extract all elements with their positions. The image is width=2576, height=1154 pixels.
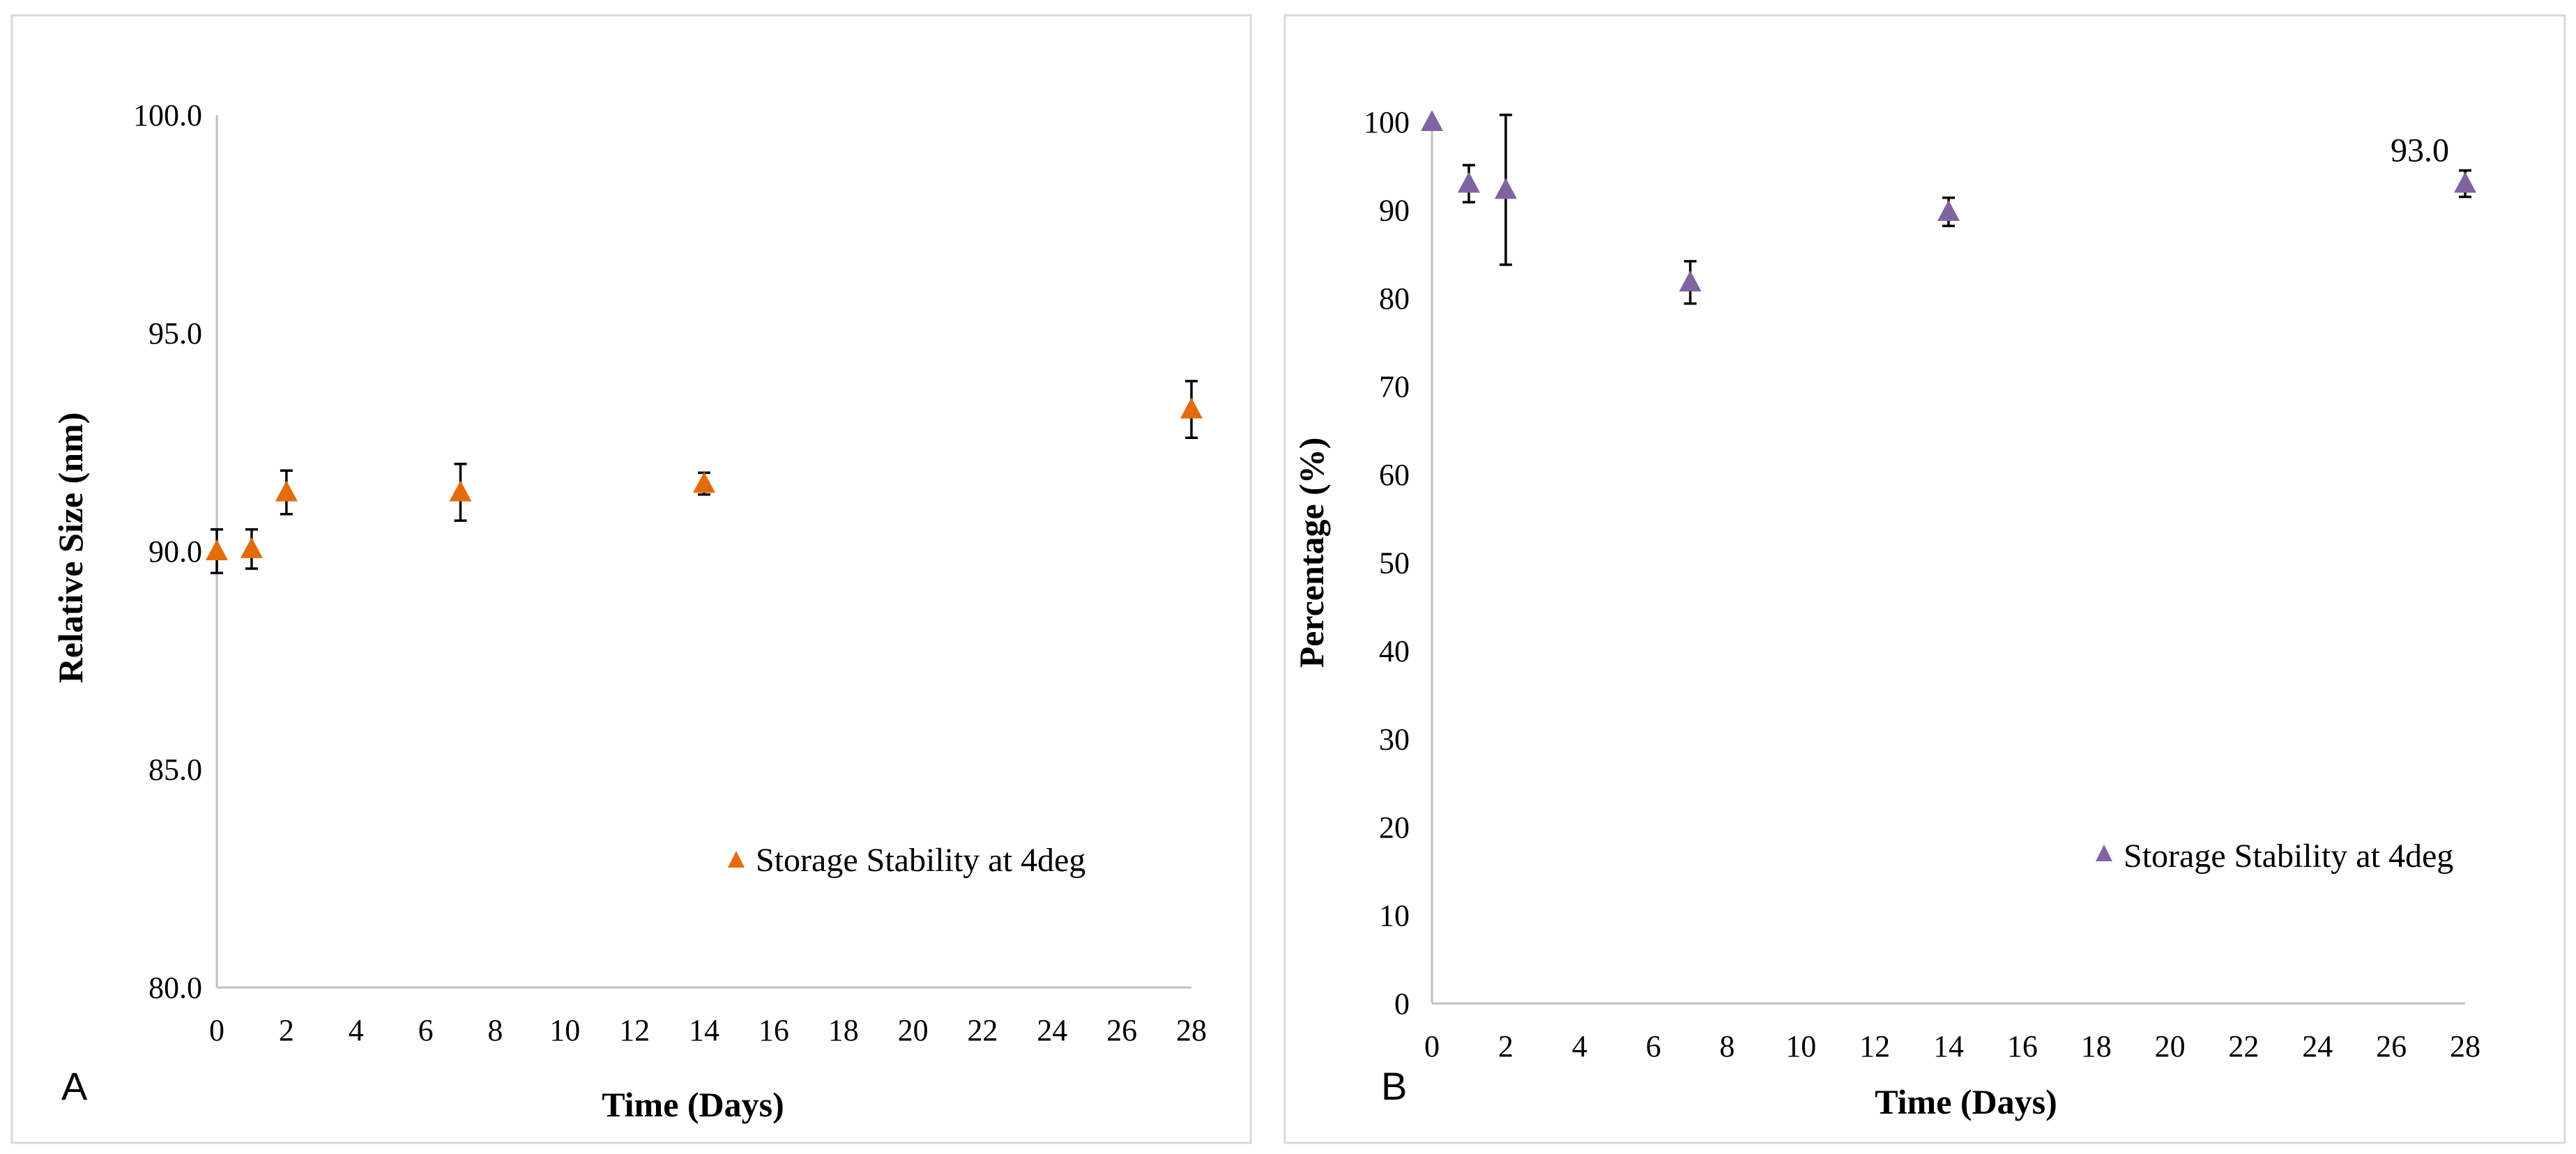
y-axis-label: Relative Size (nm) (51, 413, 90, 684)
x-tick-label: 2 (1498, 1029, 1514, 1063)
data-point (1494, 178, 1517, 199)
data-point (206, 539, 228, 560)
data-point (1937, 200, 1960, 222)
y-tick-label: 95.0 (148, 316, 202, 351)
panel-b-frame (1283, 14, 2566, 1144)
x-tick-label: 16 (759, 1013, 789, 1047)
panel-b-axes: 0 2 4 6 8 10 12 14 16 18 20 22 24 26 28010203040506070… (1364, 105, 2480, 1063)
x-axis-label: Time (Days) (602, 1085, 784, 1124)
legend: Storage Stability at 4deg (728, 842, 1085, 879)
x-tick-label: 28 (1176, 1013, 1207, 1047)
x-tick-label: 14 (689, 1013, 719, 1047)
y-tick-label: 90 (1379, 194, 1410, 228)
y-tick-label: 40 (1379, 634, 1410, 668)
x-tick-label: 26 (2376, 1029, 2407, 1063)
panel-b-points (1421, 110, 2476, 292)
panel-a: 0 2 4 6 8 10 12 14 16 18 20 22 24 26 2880.085.090.095.… (10, 14, 1252, 1144)
legend-marker (2096, 845, 2112, 861)
data-label: 93.0 (2391, 132, 2449, 169)
panel-a-axes: 0 2 4 6 8 10 12 14 16 18 20 22 24 26 2880.085.090.095.… (133, 98, 1207, 1047)
y-tick-label: 85.0 (148, 753, 202, 787)
y-tick-label: 90.0 (148, 534, 202, 569)
legend: Storage Stability at 4deg (2096, 838, 2453, 875)
y-tick-label: 100.0 (133, 98, 202, 132)
data-point (2454, 171, 2476, 193)
data-point (275, 480, 298, 502)
y-tick-label: 60 (1379, 458, 1410, 492)
data-point (1421, 110, 1443, 131)
y-tick-label: 100 (1364, 105, 1410, 139)
y-tick-label: 10 (1379, 899, 1410, 933)
y-tick-label: 80.0 (148, 971, 202, 1005)
y-tick-label: 50 (1379, 546, 1410, 580)
data-point (693, 471, 715, 493)
y-axis-label: Percentage (%) (1292, 438, 1331, 668)
x-tick-label: 20 (2155, 1029, 2186, 1063)
panel-b-letter: B (1381, 1064, 1407, 1108)
x-tick-label: 0 (1424, 1029, 1440, 1063)
x-tick-label: 4 (1572, 1029, 1587, 1063)
y-tick-label: 30 (1379, 723, 1410, 757)
data-point (1457, 171, 1480, 193)
x-tick-label: 24 (1037, 1013, 1067, 1047)
y-tick-label: 0 (1394, 987, 1410, 1021)
panel-b-annotations: 93.0 (2391, 132, 2449, 169)
x-tick-label: 10 (549, 1013, 580, 1047)
data-point (1180, 397, 1203, 419)
x-tick-label: 6 (418, 1013, 434, 1047)
y-tick-label: 80 (1379, 282, 1410, 316)
y-tick-label: 70 (1379, 370, 1410, 404)
x-tick-label: 0 (209, 1013, 224, 1047)
panel-b: 0 2 4 6 8 10 12 14 16 18 20 22 24 26 28010203040506070… (1283, 14, 2566, 1144)
data-point (1679, 270, 1702, 292)
x-tick-label: 24 (2302, 1029, 2333, 1063)
x-tick-label: 20 (898, 1013, 929, 1047)
x-tick-label: 28 (2450, 1029, 2480, 1063)
panel-a-frame (10, 14, 1252, 1144)
panel-a-letter: A (61, 1064, 88, 1108)
legend-label: Storage Stability at 4deg (756, 842, 1085, 879)
x-tick-label: 18 (828, 1013, 859, 1047)
x-tick-label: 12 (619, 1013, 650, 1047)
x-tick-label: 16 (2007, 1029, 2038, 1063)
legend-label: Storage Stability at 4deg (2124, 838, 2453, 875)
panel-a-points (206, 397, 1203, 560)
x-tick-label: 26 (1106, 1013, 1137, 1047)
x-tick-label: 8 (1719, 1029, 1735, 1063)
x-tick-label: 2 (279, 1013, 294, 1047)
x-axis-label: Time (Days) (1875, 1082, 2057, 1121)
x-tick-label: 8 (487, 1013, 503, 1047)
y-tick-label: 20 (1379, 810, 1410, 845)
x-tick-label: 10 (1785, 1029, 1816, 1063)
data-point (240, 537, 263, 558)
x-tick-label: 22 (967, 1013, 998, 1047)
x-tick-label: 22 (2228, 1029, 2259, 1063)
x-tick-label: 18 (2081, 1029, 2112, 1063)
x-tick-label: 4 (349, 1013, 364, 1047)
x-tick-label: 6 (1646, 1029, 1661, 1063)
legend-marker (728, 851, 745, 868)
x-tick-label: 14 (1933, 1029, 1964, 1063)
data-point (449, 480, 472, 502)
x-tick-label: 12 (1859, 1029, 1890, 1063)
